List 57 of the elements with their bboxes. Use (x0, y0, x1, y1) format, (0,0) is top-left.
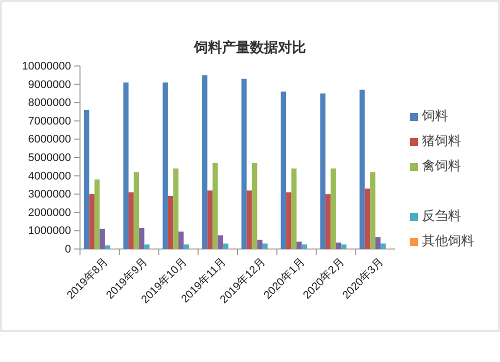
bar (184, 244, 189, 249)
bar (262, 244, 268, 249)
bar (320, 93, 326, 249)
legend-label: 猪饲料 (422, 134, 461, 149)
bar (202, 75, 208, 249)
bar (291, 168, 297, 249)
y-tick-label: 1000000 (28, 225, 71, 238)
y-tick-label: 9000000 (28, 78, 71, 91)
y-tick-label: 0 (64, 244, 71, 256)
bar (375, 237, 381, 249)
y-tick-label: 7000000 (28, 115, 71, 128)
y-tick-label: 2000000 (28, 206, 71, 219)
bar (223, 244, 228, 249)
bar (173, 168, 178, 249)
y-tick-label: 6000000 (28, 134, 71, 146)
bar (296, 242, 302, 249)
bar (89, 194, 94, 249)
bar (207, 190, 213, 249)
bar (94, 179, 100, 249)
legend-label: 饲料 (421, 109, 448, 124)
bar (178, 232, 184, 249)
bar (168, 196, 174, 249)
bar (370, 172, 376, 249)
bar (360, 90, 365, 249)
bar (100, 228, 105, 249)
bar (212, 162, 218, 249)
bar (139, 228, 144, 249)
bar (330, 168, 336, 249)
bar (364, 188, 370, 249)
bar (84, 110, 90, 249)
bar (144, 244, 150, 249)
bar (104, 245, 110, 249)
chart-title: 饲料产量数据对比 (193, 39, 306, 56)
bar (246, 190, 252, 249)
legend-label: 禽饲料 (422, 159, 461, 174)
bar (380, 244, 386, 249)
bar (134, 172, 140, 249)
bar (218, 235, 224, 249)
bar (128, 192, 134, 249)
bar (280, 92, 286, 249)
bar (302, 244, 308, 249)
bar (286, 192, 292, 249)
y-tick-label: 10000000 (22, 60, 71, 73)
y-tick-label: 8000000 (28, 97, 71, 110)
y-tick-label: 5000000 (28, 152, 71, 164)
legend-label: 反刍料 (422, 209, 461, 224)
bar (123, 82, 129, 249)
bar (336, 242, 342, 249)
bar (162, 82, 168, 249)
bar (257, 240, 262, 249)
bar (341, 244, 346, 249)
bar (241, 78, 247, 249)
bar (252, 162, 258, 249)
y-tick-label: 4000000 (28, 170, 71, 182)
bar (325, 194, 331, 249)
legend-label: 其他饲料 (422, 234, 474, 249)
y-tick-label: 3000000 (28, 188, 71, 201)
